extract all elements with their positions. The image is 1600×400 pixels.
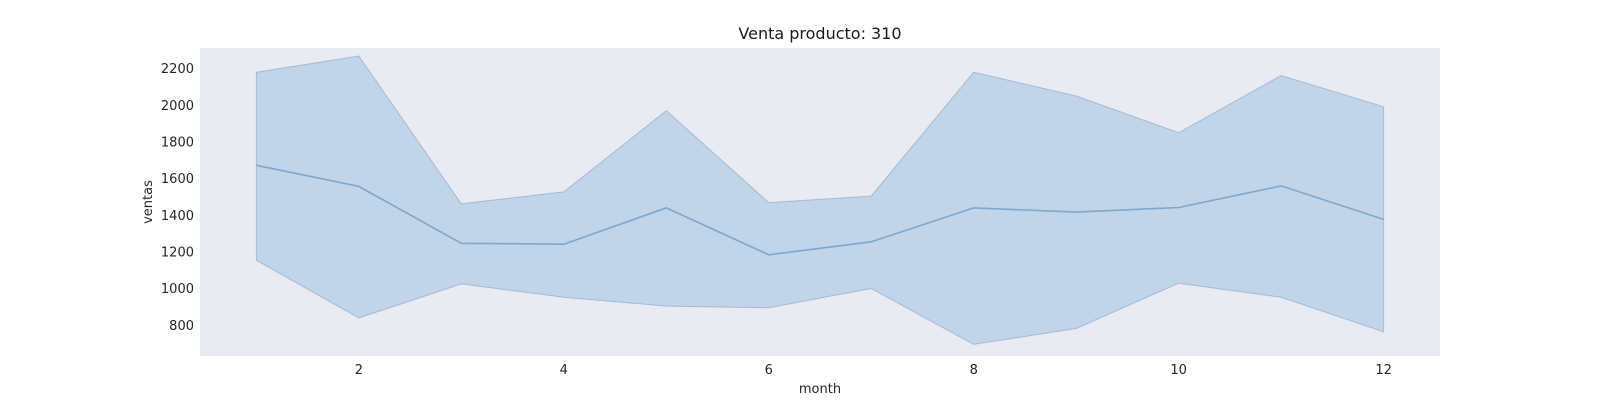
- confidence-band: [255, 55, 1385, 345]
- x-tick-label: 10: [1170, 363, 1187, 378]
- x-tick-label: 4: [560, 363, 568, 378]
- y-tick-label: 800: [169, 319, 194, 334]
- y-tick-label: 1600: [161, 172, 194, 187]
- x-axis-ticks: 2 4 6 8 10 12: [355, 363, 1392, 378]
- confidence-band-layer: [255, 55, 1385, 345]
- y-tick-label: 1000: [161, 282, 194, 297]
- x-tick-label: 12: [1375, 363, 1392, 378]
- x-tick-label: 6: [765, 363, 773, 378]
- x-axis-label: month: [799, 382, 841, 397]
- y-axis-label: ventas: [141, 180, 156, 224]
- y-tick-label: 1400: [161, 209, 194, 224]
- y-axis-ticks: 800 1000 1200 1400 1600 1800 2000 2200: [161, 62, 194, 334]
- y-tick-label: 2200: [161, 62, 194, 77]
- x-tick-label: 2: [355, 363, 363, 378]
- x-tick-label: 8: [970, 363, 978, 378]
- chart-title: Venta producto: 310: [738, 24, 901, 43]
- mean-line-layer: [256, 164, 1384, 256]
- y-tick-label: 2000: [161, 99, 194, 114]
- mean-line: [256, 164, 1384, 256]
- y-tick-label: 1200: [161, 246, 194, 261]
- y-tick-label: 1800: [161, 136, 194, 151]
